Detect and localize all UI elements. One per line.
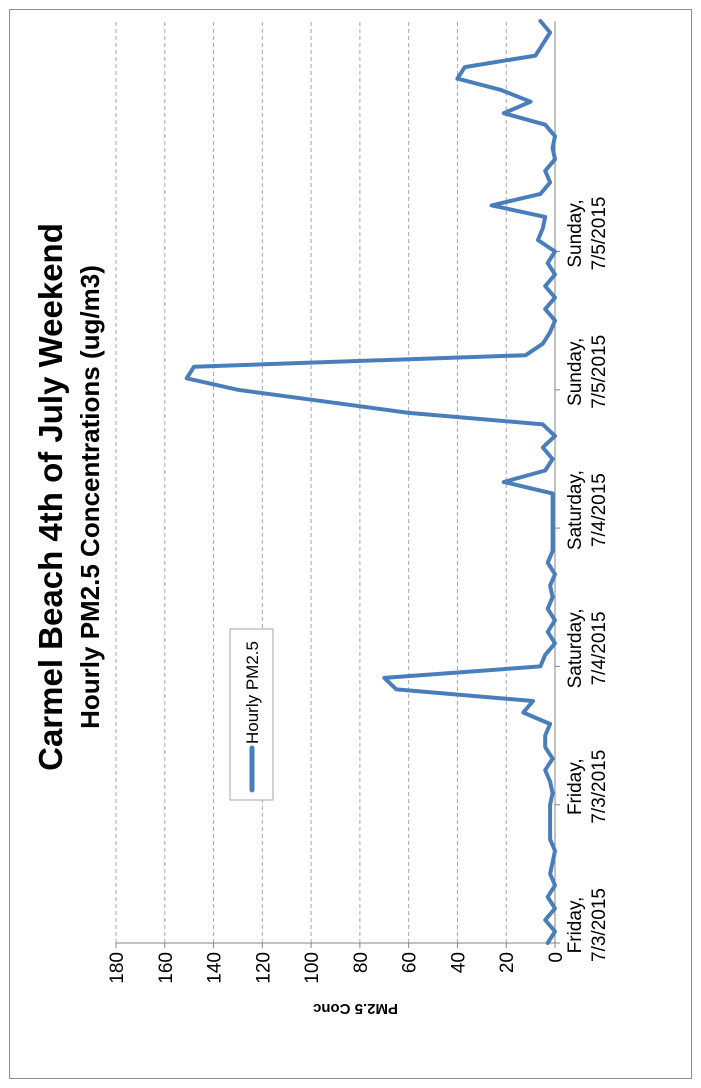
gridlines (115, 21, 507, 943)
y-tick-label: 80 (351, 952, 372, 973)
legend-box (229, 628, 274, 801)
y-axis-label: PM2.5 Conc (313, 1000, 398, 1017)
chart-subtitle: Hourly PM2.5 Concentrations (ug/m3) (75, 265, 105, 729)
x-tick-label-date: 7/3/2015 (589, 750, 610, 824)
y-tick-label: 20 (497, 952, 518, 973)
x-tick-label-day: Friday, (565, 758, 586, 815)
y-tick-label: 60 (400, 952, 421, 973)
x-tick-label-date: 7/4/2015 (589, 611, 610, 685)
chart-title: Carmel Beach 4th of July Weekend (32, 223, 69, 771)
legend: Hourly PM2.5 (229, 628, 274, 801)
y-tick-label: 180 (107, 952, 128, 984)
x-tick-label-day: Sunday, (565, 338, 586, 406)
y-tick-label: 120 (253, 952, 274, 984)
y-tick-label: 40 (448, 952, 469, 973)
legend-label: Hourly PM2.5 (243, 641, 262, 744)
x-tick-label-date: 7/4/2015 (589, 473, 610, 547)
x-tick-label-day: Sunday, (565, 199, 586, 267)
series-line-hourly-pm25 (184, 19, 557, 945)
chart-frame (9, 9, 692, 1079)
y-tick-labels: 0 20 40 60 80 100 120 140 160 180 (107, 952, 567, 984)
x-tick-label-day: Saturday, (565, 470, 586, 550)
y-tick-label: 140 (205, 952, 226, 984)
x-tick-label-date: 7/5/2015 (589, 197, 610, 271)
y-tick-label: 160 (156, 952, 177, 984)
series-group (184, 19, 557, 945)
y-tick-label: 0 (546, 952, 567, 963)
y-tick-label: 100 (302, 952, 323, 984)
x-tick-label-day: Friday, (565, 897, 586, 954)
x-tick-label-date: 7/3/2015 (589, 888, 610, 962)
axes (115, 21, 560, 948)
x-tick-label-day: Saturday, (565, 608, 586, 688)
x-tick-label-date: 7/5/2015 (589, 335, 610, 409)
